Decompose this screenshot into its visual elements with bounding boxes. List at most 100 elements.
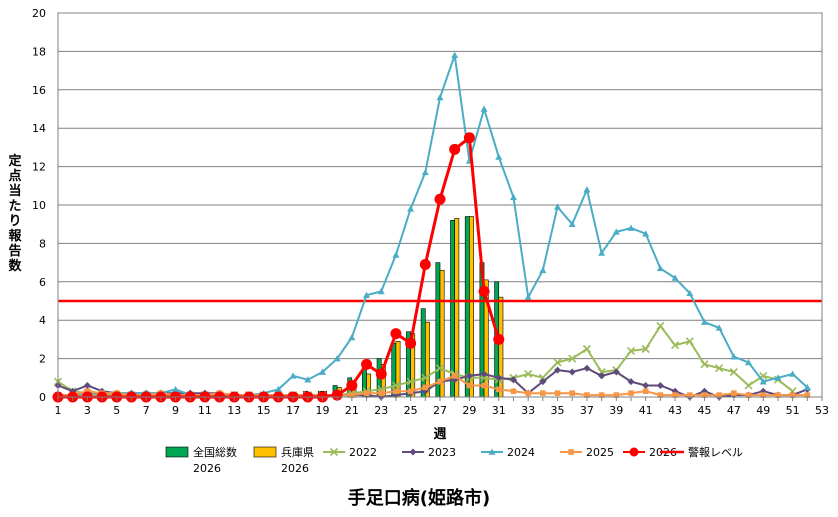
point bbox=[510, 388, 517, 395]
legend-label: 2024 bbox=[507, 446, 535, 459]
point bbox=[568, 354, 577, 363]
point bbox=[701, 392, 708, 398]
axes bbox=[57, 12, 823, 401]
x-tick-label: 17 bbox=[286, 404, 300, 417]
point bbox=[421, 168, 429, 176]
point bbox=[641, 344, 650, 354]
point bbox=[480, 370, 488, 378]
point bbox=[346, 379, 358, 391]
point bbox=[568, 368, 576, 376]
point bbox=[759, 378, 767, 385]
point bbox=[582, 344, 591, 354]
x-tick-label: 25 bbox=[404, 404, 418, 417]
series-line bbox=[58, 374, 808, 397]
point bbox=[789, 392, 796, 398]
legend: 全国総数2026兵庫県202620222023202420252026警報レベル bbox=[165, 445, 743, 475]
point bbox=[392, 251, 400, 258]
x-tick-label: 33 bbox=[521, 404, 535, 417]
point bbox=[685, 337, 694, 346]
point bbox=[584, 392, 590, 398]
point bbox=[716, 392, 722, 398]
point bbox=[509, 193, 517, 201]
legend-item: 2024 bbox=[481, 446, 535, 459]
legend-label: 2022 bbox=[349, 446, 377, 459]
x-tick-label: 7 bbox=[143, 404, 150, 417]
point bbox=[628, 390, 634, 396]
legend-swatch bbox=[165, 446, 189, 458]
point bbox=[729, 367, 738, 377]
x-tick-label: 13 bbox=[227, 404, 241, 417]
point bbox=[363, 291, 371, 299]
point bbox=[495, 374, 503, 382]
y-tick-label: 8 bbox=[39, 237, 46, 250]
point bbox=[775, 392, 781, 398]
y-tick-label: 20 bbox=[32, 7, 46, 20]
point bbox=[656, 381, 664, 389]
point bbox=[349, 392, 355, 398]
y-tick-label: 10 bbox=[32, 199, 46, 212]
point bbox=[700, 318, 708, 325]
point bbox=[686, 289, 694, 297]
legend-label: 警報レベル bbox=[688, 445, 743, 459]
point bbox=[612, 228, 620, 235]
point bbox=[495, 153, 503, 160]
point bbox=[172, 385, 180, 393]
point bbox=[671, 341, 680, 350]
point bbox=[524, 369, 533, 379]
point bbox=[377, 287, 385, 295]
point bbox=[449, 143, 461, 155]
point bbox=[642, 381, 650, 389]
point bbox=[539, 378, 547, 386]
x-tick-label: 9 bbox=[172, 404, 179, 417]
point bbox=[554, 366, 562, 374]
point bbox=[318, 368, 326, 375]
x-tick-label: 15 bbox=[257, 404, 271, 417]
x-tick-label: 45 bbox=[697, 404, 711, 417]
point bbox=[405, 337, 417, 349]
point bbox=[434, 193, 446, 205]
x-tick-label: 11 bbox=[198, 404, 212, 417]
point bbox=[348, 333, 356, 341]
point bbox=[407, 388, 414, 395]
point bbox=[451, 51, 459, 59]
point bbox=[393, 388, 399, 395]
x-tick-label: 23 bbox=[374, 404, 388, 417]
point bbox=[363, 390, 370, 396]
point bbox=[480, 105, 488, 112]
point bbox=[657, 392, 664, 398]
y-axis-label: 定点当たり報告数 bbox=[7, 153, 22, 274]
point bbox=[329, 447, 339, 457]
x-tick-label: 51 bbox=[786, 404, 800, 417]
point bbox=[488, 448, 496, 455]
point bbox=[745, 358, 753, 366]
y-tick-label: 18 bbox=[32, 45, 46, 58]
bar bbox=[439, 269, 445, 398]
point bbox=[569, 390, 576, 396]
legend-label: 全国総数 bbox=[193, 445, 237, 459]
point bbox=[598, 372, 606, 380]
point bbox=[760, 392, 767, 398]
x-tick-label: 1 bbox=[55, 404, 62, 417]
point bbox=[598, 392, 605, 398]
point bbox=[436, 93, 444, 101]
point bbox=[554, 390, 561, 396]
point bbox=[642, 388, 649, 395]
point bbox=[568, 449, 574, 455]
point bbox=[84, 388, 91, 395]
bar bbox=[435, 262, 441, 398]
x-tick-label: 19 bbox=[315, 404, 329, 417]
point bbox=[83, 381, 91, 389]
point bbox=[745, 392, 752, 398]
bar bbox=[469, 216, 474, 398]
x-tick-label: 43 bbox=[668, 404, 682, 417]
point bbox=[789, 370, 797, 377]
x-tick-labels: 1 3 5 7 9 11 13 15 17 19 21 23 25 27 29 31 33 35 37 39 41 43 4… bbox=[55, 404, 830, 417]
point bbox=[731, 390, 737, 396]
point bbox=[375, 368, 387, 380]
y-tick-labels: 0 2 4 6 8 10 12 14 16 18 20 bbox=[32, 7, 46, 404]
point bbox=[553, 358, 562, 367]
point bbox=[612, 368, 620, 376]
point bbox=[304, 376, 312, 383]
x-tick-label: 21 bbox=[345, 404, 359, 417]
point bbox=[525, 390, 531, 396]
